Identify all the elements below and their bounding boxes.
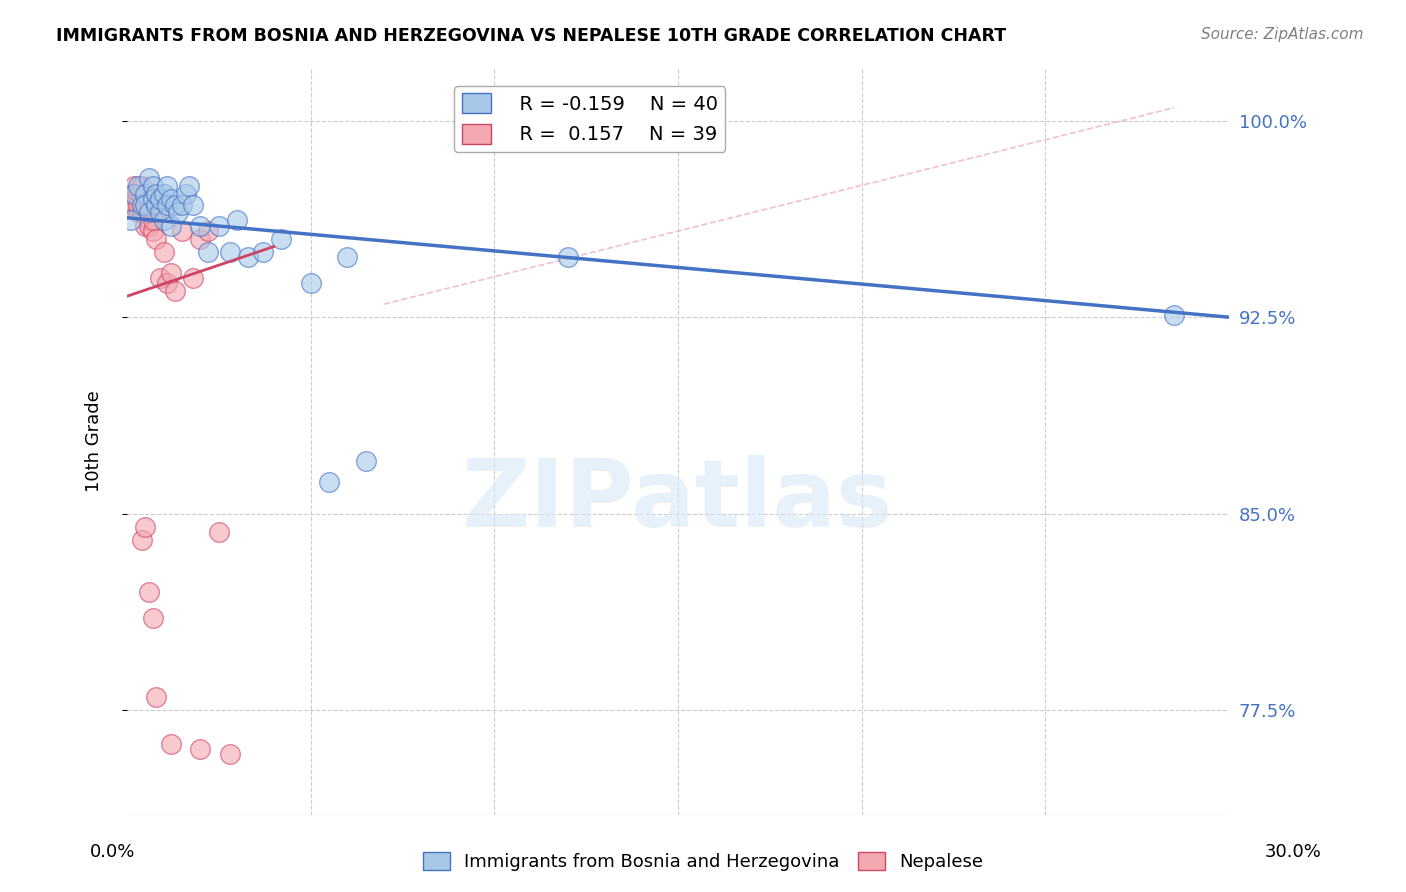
Point: [190, 232, 212, 246]
Point: [156, 276, 179, 290]
Point: [145, 690, 167, 704]
Point: [218, 747, 240, 762]
Point: [181, 271, 204, 285]
Point: [142, 179, 165, 194]
Point: [138, 219, 160, 233]
Point: [134, 197, 156, 211]
Legend:   R = -0.159    N = 40,   R =  0.157    N = 39: R = -0.159 N = 40, R = 0.157 N = 39: [454, 86, 725, 152]
Point: [142, 213, 165, 227]
Point: [138, 205, 160, 219]
Point: [131, 197, 153, 211]
Point: [127, 197, 149, 211]
Point: [170, 224, 193, 238]
Point: [127, 187, 149, 202]
Point: [145, 187, 167, 202]
Point: [163, 284, 186, 298]
Point: [122, 187, 145, 202]
Point: [336, 250, 359, 264]
Point: [152, 213, 174, 227]
Point: [131, 533, 153, 547]
Point: [122, 179, 145, 194]
Point: [179, 179, 201, 194]
Point: [149, 271, 172, 285]
Point: [197, 244, 219, 259]
Point: [156, 179, 179, 194]
Point: [152, 187, 174, 202]
Point: [134, 187, 156, 202]
Point: [152, 244, 174, 259]
Point: [145, 197, 167, 211]
Point: [190, 742, 212, 756]
Point: [160, 219, 183, 233]
Point: [252, 244, 274, 259]
Point: [163, 197, 186, 211]
Point: [170, 197, 193, 211]
Point: [174, 187, 197, 202]
Legend: Immigrants from Bosnia and Herzegovina, Nepalese: Immigrants from Bosnia and Herzegovina, …: [416, 845, 990, 879]
Point: [181, 197, 204, 211]
Point: [208, 524, 231, 539]
Point: [160, 737, 183, 751]
Point: [208, 219, 231, 233]
Point: [167, 205, 190, 219]
Point: [236, 250, 259, 264]
Point: [142, 224, 165, 238]
Point: [131, 179, 153, 194]
Point: [134, 197, 156, 211]
Point: [142, 611, 165, 625]
Text: 30.0%: 30.0%: [1265, 843, 1322, 861]
Point: [149, 193, 172, 207]
Point: [122, 187, 145, 202]
Point: [131, 205, 153, 219]
Point: [134, 519, 156, 533]
Point: [318, 475, 340, 489]
Text: IMMIGRANTS FROM BOSNIA AND HERZEGOVINA VS NEPALESE 10TH GRADE CORRELATION CHART: IMMIGRANTS FROM BOSNIA AND HERZEGOVINA V…: [56, 27, 1007, 45]
Point: [131, 193, 153, 207]
Point: [226, 213, 249, 227]
Point: [145, 232, 167, 246]
Point: [160, 266, 183, 280]
Point: [145, 205, 167, 219]
Point: [127, 205, 149, 219]
Point: [134, 187, 156, 202]
Point: [156, 197, 179, 211]
Y-axis label: 10th Grade: 10th Grade: [86, 391, 103, 492]
Point: [197, 224, 219, 238]
Text: 0.0%: 0.0%: [90, 843, 135, 861]
Point: [138, 213, 160, 227]
Point: [120, 187, 142, 202]
Point: [120, 213, 142, 227]
Point: [138, 171, 160, 186]
Point: [120, 197, 142, 211]
Point: [122, 197, 145, 211]
Text: Source: ZipAtlas.com: Source: ZipAtlas.com: [1201, 27, 1364, 42]
Point: [270, 232, 292, 246]
Point: [299, 276, 322, 290]
Point: [138, 585, 160, 599]
Point: [557, 250, 579, 264]
Point: [1163, 308, 1185, 322]
Point: [149, 205, 172, 219]
Point: [354, 454, 377, 468]
Point: [190, 219, 212, 233]
Point: [142, 193, 165, 207]
Point: [127, 179, 149, 194]
Text: ZIPatlas: ZIPatlas: [463, 455, 894, 547]
Point: [218, 244, 240, 259]
Point: [160, 193, 183, 207]
Point: [138, 197, 160, 211]
Point: [134, 219, 156, 233]
